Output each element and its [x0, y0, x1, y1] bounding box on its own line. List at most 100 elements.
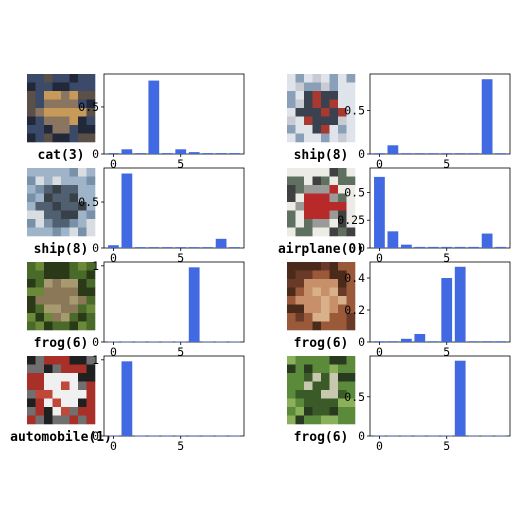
thumbnail-pixel: [69, 364, 79, 374]
x-tick-label: 5: [177, 157, 184, 171]
thumbnail-pixel: [338, 407, 347, 416]
bar-class-6: [454, 246, 466, 248]
thumbnail-pixel: [312, 210, 322, 220]
thumbnail-pixel: [52, 82, 62, 92]
x-tick-label: 0: [110, 251, 117, 265]
thumbnail-pixel: [52, 270, 62, 280]
thumbnail-pixel: [329, 125, 339, 134]
frog-thumbnail: [287, 356, 356, 425]
y-tick-label: 0.25: [337, 213, 365, 227]
thumbnail-pixel: [321, 125, 330, 134]
thumbnail-pixel: [44, 296, 53, 305]
thumbnail-pixel: [86, 270, 96, 280]
thumbnail-pixel: [338, 415, 347, 425]
thumbnail-pixel: [69, 193, 79, 203]
thumbnail-pixel: [61, 176, 70, 186]
bar-class-1: [387, 231, 399, 248]
thumbnail-pixel: [35, 356, 45, 365]
thumbnail-pixel: [78, 321, 87, 331]
thumbnail-pixel: [287, 398, 296, 408]
thumbnail-pixel: [52, 415, 62, 425]
thumbnail-pixel: [69, 373, 79, 382]
thumbnail-pixel: [346, 407, 356, 416]
thumbnail-pixel: [86, 296, 96, 305]
thumbnail-pixel: [287, 356, 296, 365]
thumbnail-pixel: [86, 185, 96, 194]
thumbnail-pixel: [338, 210, 347, 220]
thumbnail-pixel: [86, 133, 96, 143]
thumbnail-pixel: [35, 321, 45, 331]
thumbnail-pixel: [86, 91, 96, 100]
bar-class-7: [202, 341, 214, 343]
thumbnail-pixel: [52, 176, 62, 186]
plot-frame: [103, 261, 245, 343]
thumbnail-pixel: [35, 304, 45, 314]
thumbnail-pixel: [44, 321, 53, 331]
thumbnail-pixel: [321, 168, 330, 177]
thumbnail-pixel: [27, 108, 36, 117]
thumbnail-pixel: [312, 381, 322, 391]
thumbnail-pixel: [78, 108, 87, 117]
thumbnail-pixel: [52, 398, 62, 408]
thumbnail-pixel: [69, 82, 79, 92]
thumbnail-pixel: [304, 108, 313, 117]
thumbnail-pixel: [346, 313, 356, 322]
thumbnail-pixel: [78, 210, 87, 220]
image-caption: frog(6): [34, 336, 89, 351]
thumbnail-pixel: [86, 390, 96, 399]
thumbnail-pixel: [304, 356, 313, 365]
thumbnail-pixel: [61, 219, 70, 228]
thumbnail-pixel: [35, 313, 45, 322]
thumbnail-pixel: [27, 373, 36, 382]
thumbnail-pixel: [338, 82, 347, 92]
bar-class-1: [387, 145, 399, 154]
thumbnail-pixel: [295, 287, 305, 297]
frog-thumbnail: [27, 262, 96, 331]
thumbnail-pixel: [304, 82, 313, 92]
thumbnail-pixel: [52, 74, 62, 83]
thumbnail-pixel: [338, 219, 347, 228]
thumbnail-pixel: [27, 125, 36, 134]
thumbnail-pixel: [312, 125, 322, 134]
thumbnail-pixel: [304, 133, 313, 143]
thumbnail-pixel: [287, 415, 296, 425]
thumbnail-pixel: [338, 287, 347, 297]
thumbnail-pixel: [86, 125, 96, 134]
thumbnail-pixel: [69, 407, 79, 416]
thumbnail-pixel: [27, 364, 36, 374]
thumbnail-pixel: [52, 210, 62, 220]
probability-chart: 0 1 0 5: [92, 353, 245, 453]
thumbnail-pixel: [295, 296, 305, 305]
bar-class-3: [148, 435, 160, 437]
thumbnail-pixel: [304, 176, 313, 186]
thumbnail-pixel: [52, 108, 62, 117]
thumbnail-pixel: [329, 227, 339, 237]
thumbnail-pixel: [295, 398, 305, 408]
bar-class-0: [374, 435, 385, 437]
thumbnail-pixel: [295, 219, 305, 228]
thumbnail-pixel: [321, 270, 330, 280]
thumbnail-pixel: [27, 116, 36, 126]
x-tick-label: 0: [376, 439, 383, 453]
thumbnail-pixel: [346, 356, 356, 365]
thumbnail-pixel: [346, 176, 356, 186]
thumbnail-pixel: [329, 210, 339, 220]
bar-class-4: [427, 435, 439, 437]
thumbnail-pixel: [304, 193, 313, 203]
airplane-thumbnail: [287, 168, 356, 237]
thumbnail-pixel: [35, 168, 45, 177]
y-tick-label: 0: [92, 335, 99, 349]
plot-frame: [369, 261, 511, 343]
thumbnail-pixel: [61, 381, 70, 391]
thumbnail-pixel: [321, 99, 330, 109]
thumbnail-pixel: [287, 168, 296, 177]
thumbnail-pixel: [27, 313, 36, 322]
bar-class-6: [188, 152, 200, 154]
thumbnail-pixel: [329, 168, 339, 177]
image-caption: frog(6): [294, 336, 349, 351]
thumbnail-pixel: [312, 176, 322, 186]
thumbnail-pixel: [304, 321, 313, 331]
thumbnail-pixel: [61, 304, 70, 314]
y-tick-label: 0: [358, 429, 365, 443]
